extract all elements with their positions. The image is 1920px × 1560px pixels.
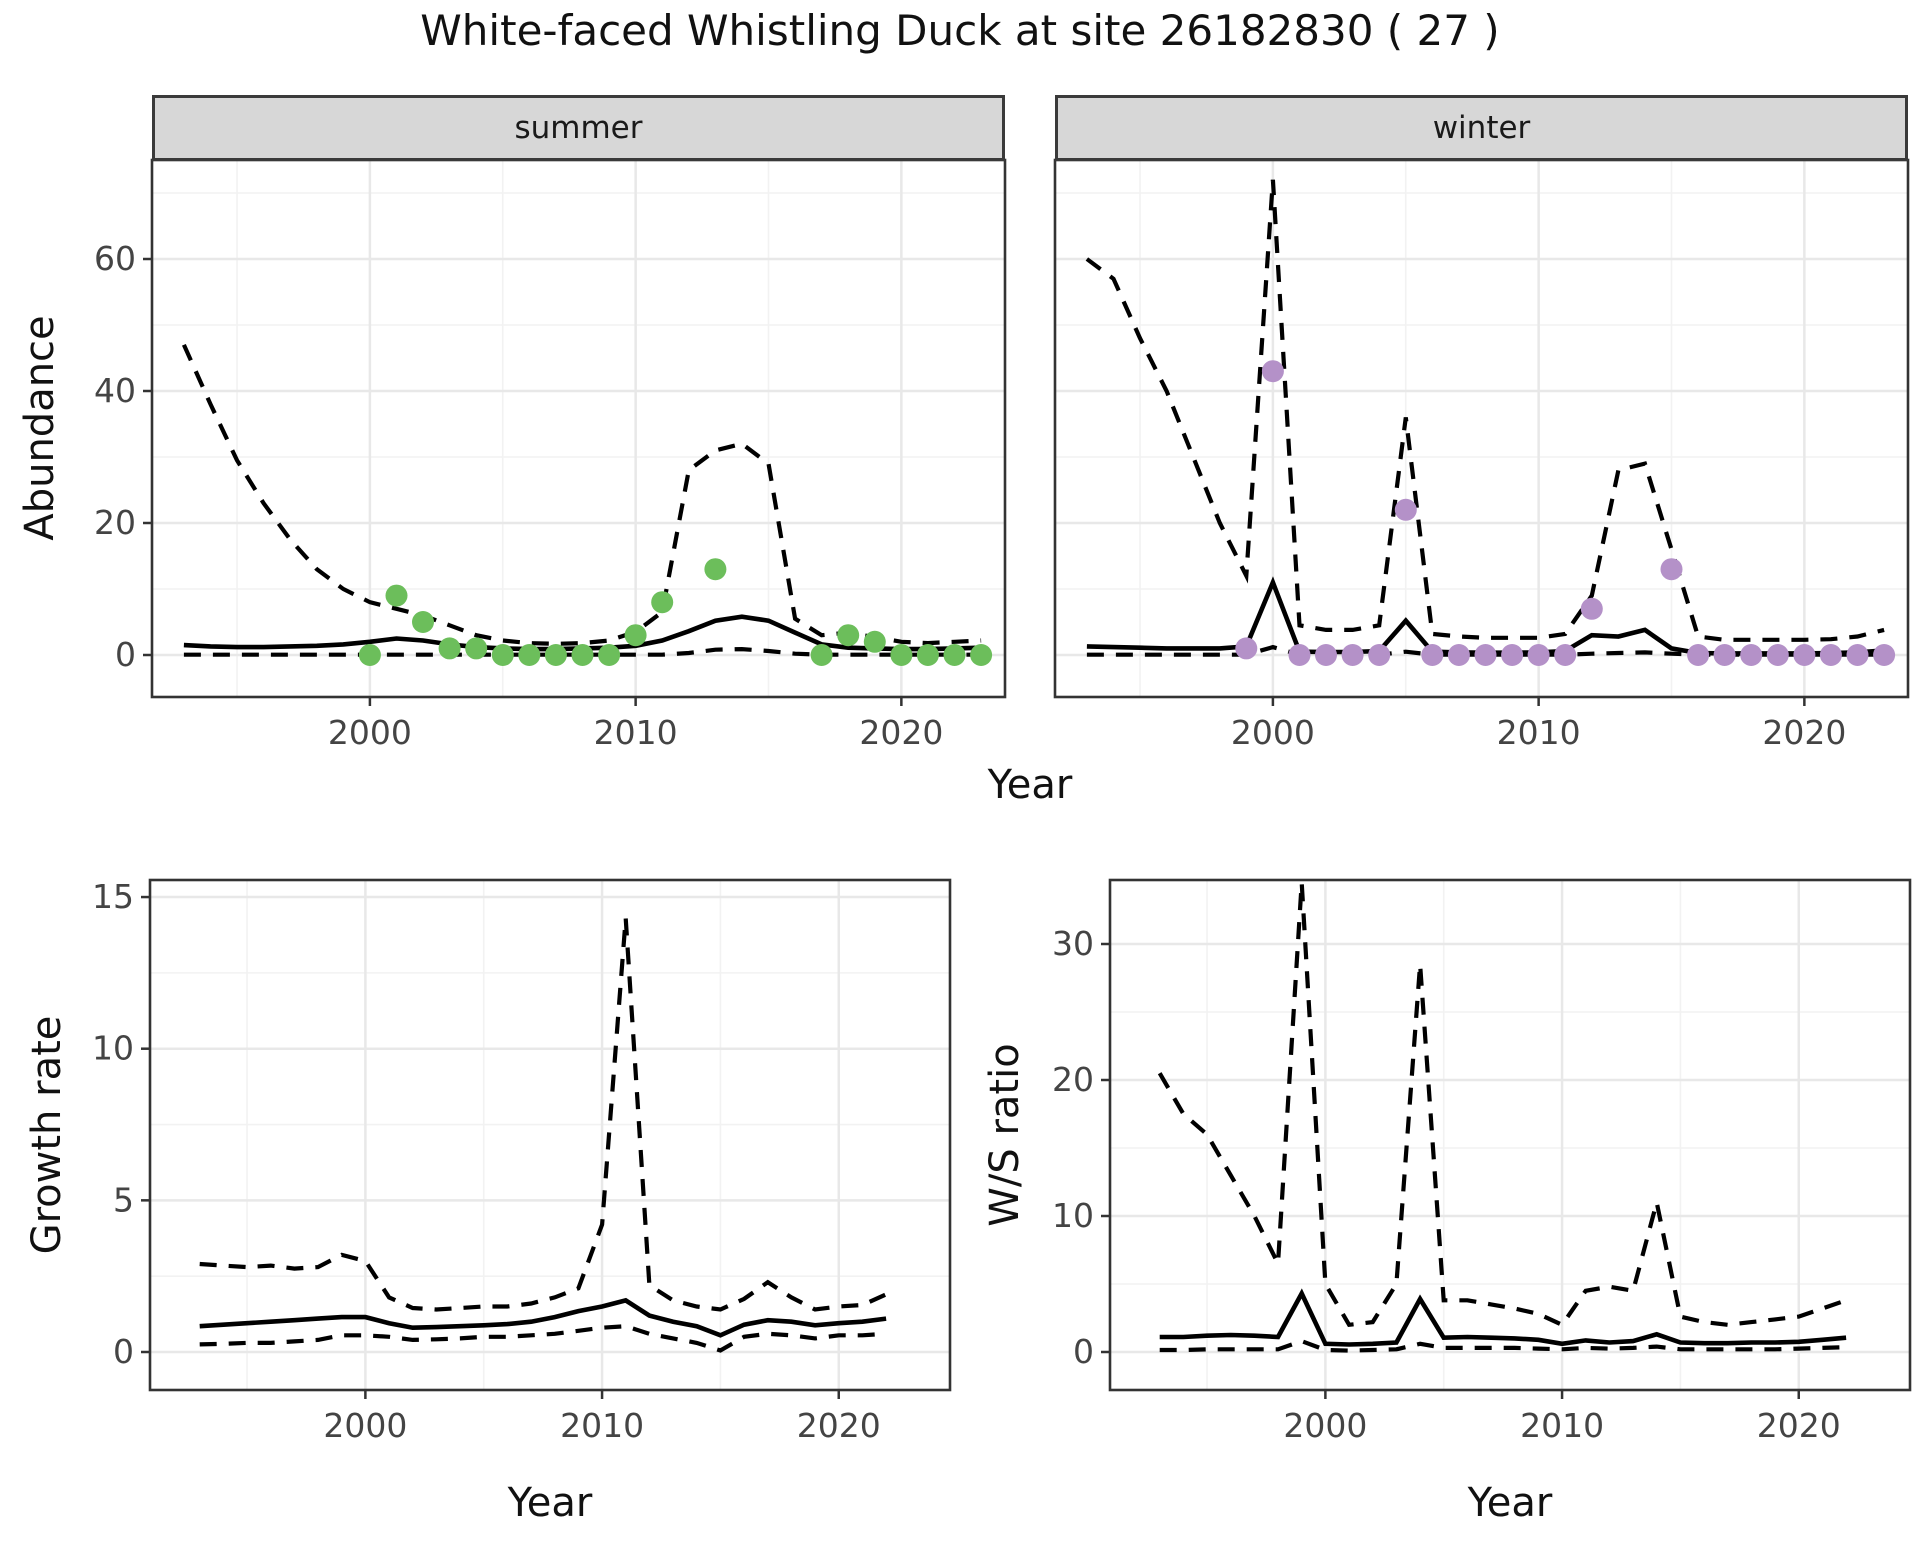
abundance-winter-lower-ci-line [1086,644,1885,657]
growth-rate-x-tick-label: 2000 [323,1406,407,1445]
abundance-summer-y-tick-label: 0 [115,635,136,674]
abundance-summer-grid [152,160,1005,697]
growth-rate-lower-ci-line [199,1324,887,1353]
ws-ratio-axis-ticks: 2000 2010 2020 0 10 20 30 [1052,924,1841,1445]
abundance-summer-y-tick-label: 20 [94,503,136,542]
abundance-summer-x-tick-label: 2000 [328,713,412,752]
year-axis-title-growth: Year [507,1480,593,1526]
ws-ratio-y-tick-label: 10 [1052,1196,1094,1235]
ws-ratio-y-tick-label: 20 [1052,1060,1094,1099]
ws-ratio-x-tick-label: 2020 [1757,1406,1841,1445]
growth-rate-y-tick-label: 10 [92,1029,134,1068]
growth-rate-panel: 2000 2010 2020 0 5 10 15 [92,877,952,1445]
ws-ratio-upper-ci-line [1157,882,1847,1328]
abundance-summer-points [358,558,993,666]
abundance-winter-axis-ticks: 2000 2010 2020 [1231,697,1846,752]
year-axis-title-ws: Year [1467,1480,1553,1526]
facet-strip-summer-label: summer [514,110,643,146]
abundance-winter-x-tick-label: 2020 [1762,713,1846,752]
abundance-summer-panel: 2000 2010 2020 0 20 40 60 [94,158,1007,752]
chart-title: White-faced Whistling Duck at site 26182… [420,6,1500,55]
abundance-summer-y-tick-label: 40 [94,371,136,410]
growth-rate-upper-ci-line [199,918,887,1312]
abundance-winter-points [1235,360,1896,666]
ws-ratio-border [1108,878,1912,1392]
growth-rate-median-line [199,1297,887,1338]
growth-rate-x-tick-label: 2020 [797,1406,881,1445]
abundance-summer-lower-ci-line [183,646,982,657]
growth-rate-x-tick-label: 2010 [560,1406,644,1445]
facet-strip-winter: winter [1055,95,1908,161]
ws-ratio-grid [1110,880,1910,1390]
abundance-winter-x-tick-label: 2010 [1497,713,1581,752]
abundance-summer-axis-ticks: 2000 2010 2020 0 20 40 60 [94,239,943,752]
growth-rate-y-tick-label: 0 [113,1332,134,1371]
abundance-winter-upper-ci-line [1085,179,1885,642]
abundance-summer-y-tick-label: 60 [94,239,136,278]
year-axis-title-top: Year [987,762,1073,808]
ws-ratio-axis-title: W/S ratio [982,1043,1028,1227]
abundance-summer-x-tick-label: 2010 [594,713,678,752]
growth-rate-y-tick-label: 15 [92,877,134,916]
growth-rate-y-tick-label: 5 [113,1180,134,1219]
ws-ratio-median-line [1159,1288,1847,1347]
ws-ratio-x-tick-label: 2010 [1520,1406,1604,1445]
ws-ratio-y-tick-label: 0 [1073,1332,1094,1371]
abundance-summer-x-tick-label: 2020 [859,713,943,752]
abundance-winter-x-tick-label: 2000 [1231,713,1315,752]
ws-ratio-y-tick-label: 30 [1052,924,1094,963]
abundance-winter-panel: 2000 2010 2020 [1053,158,1910,752]
growth-rate-axis-ticks: 2000 2010 2020 0 5 10 15 [92,877,881,1445]
growth-rate-axis-title: Growth rate [24,1015,70,1255]
abundance-winter-grid [1055,160,1908,697]
ws-ratio-x-tick-label: 2000 [1283,1406,1367,1445]
growth-rate-border [148,878,952,1392]
ws-ratio-panel: 2000 2010 2020 0 10 20 30 [1052,878,1912,1445]
abundance-axis-title: Abundance [17,315,63,541]
facet-strip-summer: summer [152,95,1005,161]
facet-strip-winter-label: winter [1432,110,1531,146]
